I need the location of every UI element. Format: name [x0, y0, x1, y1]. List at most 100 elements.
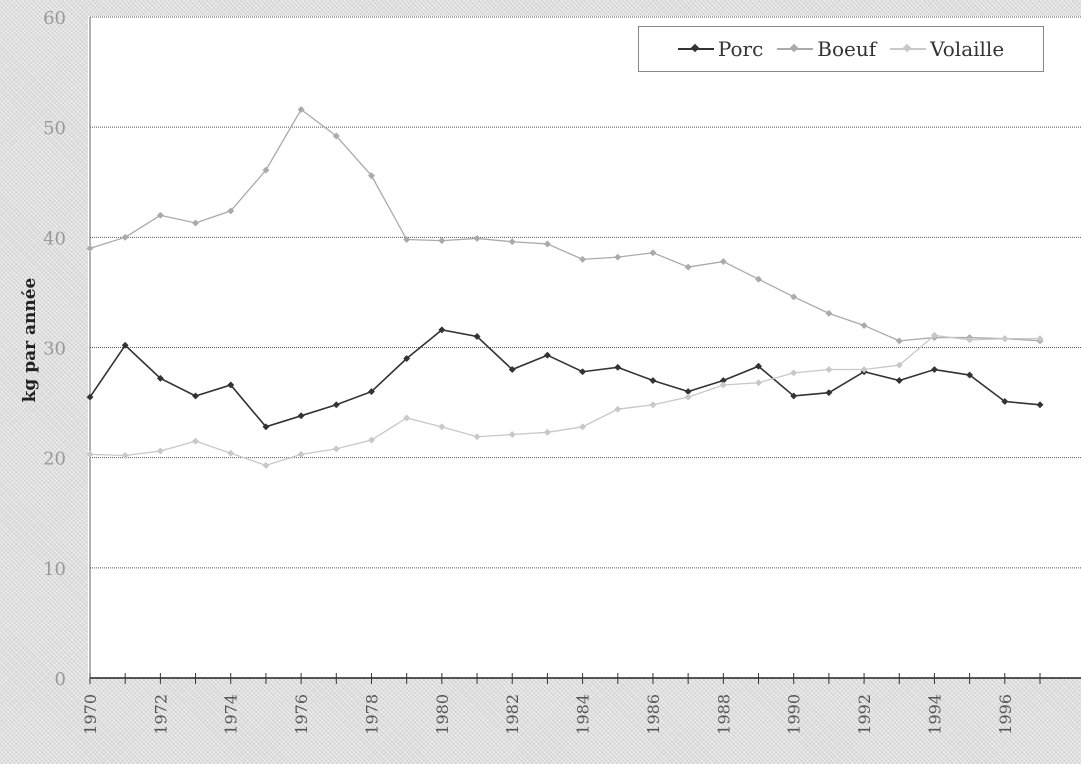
data-point-boeuf-1973 [192, 219, 200, 227]
data-point-porc-1976 [297, 412, 305, 420]
data-point-volaille-1974 [227, 449, 235, 457]
legend-label-boeuf: Boeuf [817, 37, 877, 61]
series-line-porc [89, 329, 1041, 428]
data-point-volaille-1996 [1001, 335, 1009, 343]
legend-swatch-boeuf [777, 43, 814, 55]
data-point-boeuf-1988 [719, 258, 727, 266]
data-point-volaille-1991 [825, 365, 833, 374]
data-point-porc-1995 [966, 371, 974, 379]
data-point-boeuf-1976 [297, 105, 305, 114]
data-point-volaille-1981 [473, 433, 481, 441]
data-point-volaille-1979 [403, 414, 411, 422]
data-point-porc-1982 [508, 365, 516, 374]
data-point-volaille-1982 [508, 430, 516, 439]
y-tick-label-50: 50 [43, 118, 66, 139]
data-point-porc-1978 [367, 388, 376, 396]
data-point-volaille-1994 [930, 331, 938, 339]
legend-item-porc: Porc [677, 37, 763, 61]
legend-label-volaille: Volaille [930, 37, 1005, 61]
data-point-volaille-1980 [438, 423, 446, 431]
x-tick-label-1988: 1988 [714, 694, 733, 735]
x-tick-label-1970: 1970 [81, 694, 100, 735]
data-point-volaille-1984 [579, 423, 587, 431]
data-point-porc-1985 [614, 363, 622, 371]
data-point-porc-1991 [825, 389, 833, 397]
data-point-volaille-1993 [895, 361, 903, 369]
data-point-volaille-1990 [790, 369, 798, 377]
data-point-porc-1979 [403, 354, 411, 363]
data-point-porc-1993 [895, 376, 903, 385]
data-point-volaille-1997 [1036, 335, 1044, 343]
data-point-volaille-1971 [121, 451, 129, 460]
data-point-porc-1975 [262, 423, 270, 431]
data-point-boeuf-1977 [332, 132, 340, 140]
data-point-volaille-1983 [543, 428, 551, 436]
x-tick-label-1976: 1976 [292, 694, 311, 735]
data-point-boeuf-1971 [121, 233, 129, 241]
legend-item-boeuf: Boeuf [777, 37, 876, 61]
legend-swatch-volaille [890, 43, 927, 55]
data-point-boeuf-1979 [403, 235, 411, 244]
data-point-boeuf-1993 [895, 337, 903, 345]
data-point-porc-1970 [86, 393, 94, 401]
data-point-porc-1989 [754, 362, 763, 370]
legend: Porc Boeuf Volaille [638, 26, 1044, 72]
data-point-boeuf-1984 [579, 255, 587, 263]
x-tick-label-1978: 1978 [362, 694, 381, 735]
y-tick-label-10: 10 [43, 559, 66, 580]
data-point-volaille-1978 [367, 436, 376, 444]
data-point-porc-1971 [121, 341, 129, 349]
data-point-porc-1984 [579, 368, 587, 376]
x-tick-label-1990: 1990 [785, 694, 804, 735]
data-point-boeuf-1975 [262, 166, 270, 174]
y-tick-label-40: 40 [43, 228, 66, 249]
data-point-volaille-1975 [262, 461, 270, 469]
data-point-boeuf-1970 [86, 244, 94, 252]
data-point-volaille-1987 [684, 393, 692, 401]
data-point-boeuf-1985 [614, 253, 622, 261]
data-point-boeuf-1972 [156, 211, 164, 219]
data-point-porc-1990 [790, 392, 798, 400]
data-point-boeuf-1986 [649, 249, 657, 257]
data-point-volaille-1992 [860, 365, 868, 374]
x-tick-label-1972: 1972 [151, 694, 170, 735]
data-point-boeuf-1974 [227, 207, 235, 215]
data-point-boeuf-1990 [790, 293, 798, 301]
data-point-boeuf-1989 [754, 275, 763, 283]
data-point-porc-1997 [1036, 401, 1044, 409]
x-tick-label-1994: 1994 [925, 694, 944, 735]
data-point-porc-1994 [930, 365, 938, 374]
legend-item-volaille: Volaille [890, 37, 1004, 61]
y-tick-label-60: 60 [43, 8, 66, 29]
data-point-volaille-1970 [86, 450, 94, 458]
x-tick-label-1974: 1974 [222, 694, 241, 735]
data-point-boeuf-1983 [543, 240, 551, 248]
data-point-porc-1981 [473, 332, 481, 341]
x-tick-label-1980: 1980 [433, 694, 452, 735]
data-point-porc-1977 [332, 401, 340, 409]
data-point-porc-1973 [192, 392, 200, 400]
data-point-boeuf-1980 [438, 237, 446, 245]
x-tick-label-1986: 1986 [644, 694, 663, 735]
data-point-volaille-1988 [719, 381, 727, 389]
data-point-boeuf-1987 [684, 263, 692, 271]
data-point-porc-1996 [1001, 397, 1009, 406]
data-point-volaille-1972 [156, 447, 164, 455]
data-point-volaille-1985 [614, 405, 622, 413]
data-point-volaille-1973 [192, 437, 200, 445]
data-point-volaille-1995 [966, 336, 974, 344]
data-point-porc-1980 [438, 326, 446, 334]
data-point-boeuf-1992 [860, 321, 868, 330]
y-tick-label-0: 0 [55, 669, 66, 690]
x-tick-label-1982: 1982 [503, 694, 522, 735]
y-axis-label: kg par année [20, 277, 40, 403]
data-point-volaille-1986 [649, 401, 657, 409]
series-line-volaille [89, 334, 1040, 467]
data-point-volaille-1976 [297, 450, 305, 458]
x-tick-label-1984: 1984 [574, 694, 593, 735]
data-point-porc-1986 [649, 376, 657, 385]
y-tick-label-20: 20 [43, 449, 66, 470]
data-point-porc-1972 [156, 374, 164, 382]
data-point-porc-1983 [543, 351, 551, 359]
